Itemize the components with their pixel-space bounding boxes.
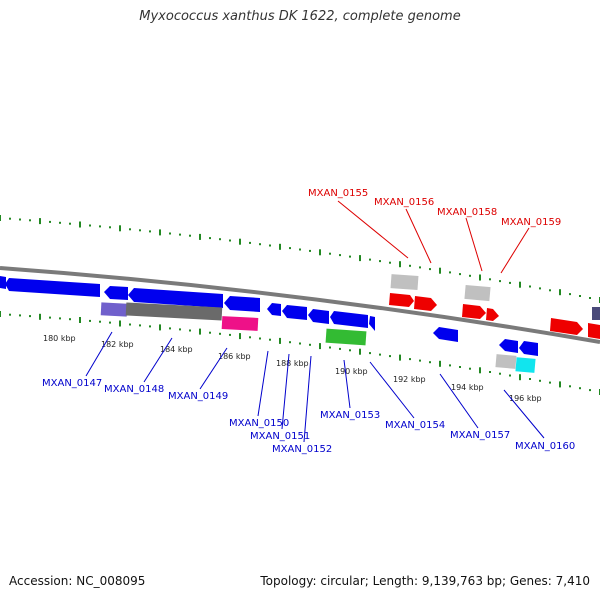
cds-feature[interactable] <box>100 302 128 317</box>
scale-label: 182 kbp <box>101 340 134 349</box>
gene-feature[interactable] <box>128 288 223 308</box>
gene-label-mxan-0155[interactable]: MXAN_0155 <box>308 188 368 199</box>
gene-label-mxan-0154[interactable]: MXAN_0154 <box>385 420 445 431</box>
cds-feature[interactable] <box>495 354 517 369</box>
reverse-gene-labels: MXAN_0147 MXAN_0148 MXAN_0149 MXAN_0150 … <box>42 378 575 455</box>
forward-gene-track <box>389 274 600 339</box>
page-title: Myxococcus xanthus DK 1622, complete gen… <box>139 9 461 24</box>
forward-label-leaders <box>337 200 530 274</box>
cds-feature[interactable] <box>221 316 259 331</box>
gene-label-mxan-0150[interactable]: MXAN_0150 <box>229 418 289 429</box>
scale-label: 188 kbp <box>276 359 309 368</box>
gene-feature[interactable] <box>224 296 260 312</box>
scale-label: 194 kbp <box>451 383 484 392</box>
gene-feature[interactable] <box>486 308 499 321</box>
lower-tick-track <box>0 311 600 395</box>
gene-label-mxan-0156[interactable]: MXAN_0156 <box>374 197 434 208</box>
forward-gene-labels: MXAN_0155 MXAN_0156 MXAN_0158 MXAN_0159 <box>308 188 561 228</box>
upper-tick-track <box>0 215 600 303</box>
cds-feature[interactable] <box>325 328 367 346</box>
gene-feature[interactable] <box>330 311 368 328</box>
cds-feature[interactable] <box>390 274 419 290</box>
genome-backbone <box>0 266 600 344</box>
gene-feature[interactable] <box>308 309 329 324</box>
cds-feature[interactable] <box>515 357 536 373</box>
gene-label-mxan-0159[interactable]: MXAN_0159 <box>501 217 561 228</box>
cds-feature[interactable] <box>125 302 223 321</box>
scale-label: 190 kbp <box>335 367 368 376</box>
reverse-label-leaders <box>85 331 545 443</box>
gene-label-mxan-0148[interactable]: MXAN_0148 <box>104 384 164 395</box>
gene-feature[interactable] <box>389 293 414 307</box>
gene-feature[interactable] <box>414 296 437 311</box>
gene-label-mxan-0158[interactable]: MXAN_0158 <box>437 207 497 218</box>
gene-feature[interactable] <box>369 316 375 331</box>
gene-label-mxan-0157[interactable]: MXAN_0157 <box>450 430 510 441</box>
cds-feature[interactable] <box>464 284 491 302</box>
gene-label-mxan-0149[interactable]: MXAN_0149 <box>168 391 228 402</box>
genome-stats-text: Topology: circular; Length: 9,139,763 bp… <box>260 574 590 588</box>
reverse-gene-track <box>0 276 538 373</box>
gene-feature[interactable] <box>433 327 458 342</box>
gene-feature[interactable] <box>499 339 518 353</box>
scale-label: 184 kbp <box>160 345 193 354</box>
gene-feature[interactable] <box>5 278 100 297</box>
gene-feature[interactable] <box>588 323 600 339</box>
scale-label: 180 kbp <box>43 334 76 343</box>
gene-label-mxan-0147[interactable]: MXAN_0147 <box>42 378 102 389</box>
gene-feature[interactable] <box>550 318 583 335</box>
scale-label: 192 kbp <box>393 375 426 384</box>
scale-labels: 180 kbp 182 kbp 184 kbp 186 kbp 188 kbp … <box>43 334 542 403</box>
gene-feature[interactable] <box>0 276 6 289</box>
gene-feature[interactable] <box>462 304 486 319</box>
scale-label: 196 kbp <box>509 394 542 403</box>
gene-label-mxan-0160[interactable]: MXAN_0160 <box>515 441 575 452</box>
gene-feature[interactable] <box>519 341 538 356</box>
gene-label-mxan-0151[interactable]: MXAN_0151 <box>250 431 310 442</box>
gene-feature[interactable] <box>104 286 128 300</box>
gene-label-mxan-0152[interactable]: MXAN_0152 <box>272 444 332 455</box>
gene-label-mxan-0153[interactable]: MXAN_0153 <box>320 410 380 421</box>
gene-feature[interactable] <box>282 305 307 320</box>
cds-feature[interactable] <box>592 307 600 320</box>
scale-label: 186 kbp <box>218 352 251 361</box>
accession-text: Accession: NC_008095 <box>9 574 146 588</box>
gene-feature[interactable] <box>267 303 281 316</box>
